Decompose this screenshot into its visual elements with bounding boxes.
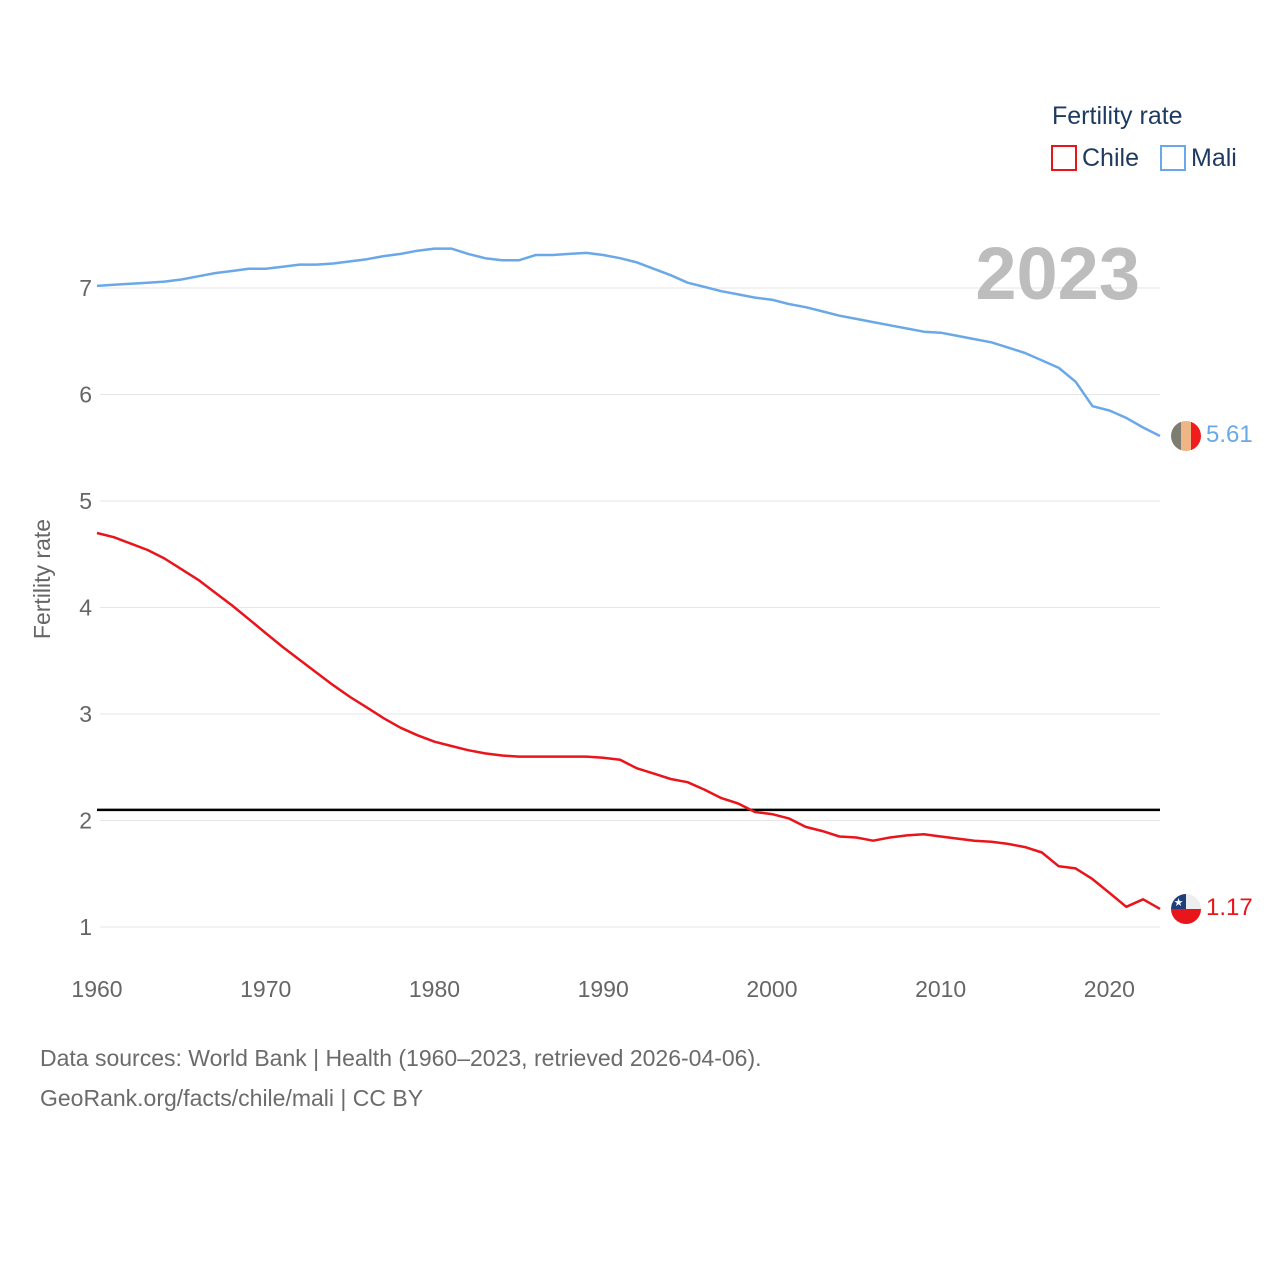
legend-label-chile: Chile <box>1082 144 1139 172</box>
y-tick-label: 5 <box>79 488 92 514</box>
y-tick-label: 4 <box>79 595 92 621</box>
end-value-label-mali: 5.61 <box>1206 421 1253 448</box>
y-tick-label: 1 <box>79 914 92 940</box>
x-tick-label: 1960 <box>71 976 122 1002</box>
gridlines <box>100 287 1160 928</box>
legend-swatch-mali <box>1160 145 1186 171</box>
y-tick-label: 7 <box>79 275 92 301</box>
y-axis-title: Fertility rate <box>29 519 55 639</box>
x-tick-label: 2010 <box>915 976 966 1002</box>
x-tick-label: 2000 <box>746 976 797 1002</box>
chile-flag-icon: ★ <box>1171 894 1201 924</box>
legend-title: Fertility rate <box>1052 102 1183 130</box>
series-line-mali[interactable] <box>96 247 1161 438</box>
x-tick-label: 1980 <box>409 976 460 1002</box>
x-axis-ticks: 1960 1970 1980 1990 2000 2010 2020 <box>71 976 1135 1002</box>
data-source-text: Data sources: World Bank | Health (1960–… <box>40 1045 762 1071</box>
y-tick-label: 3 <box>79 701 92 727</box>
legend-swatch-chile <box>1051 145 1077 171</box>
x-tick-label: 2020 <box>1084 976 1135 1002</box>
mali-flag-icon <box>1171 421 1201 451</box>
legend-label-mali: Mali <box>1191 144 1237 172</box>
end-value-label-chile: 1.17 <box>1206 894 1253 921</box>
y-tick-label: 6 <box>79 382 92 408</box>
y-tick-label: 2 <box>79 808 92 834</box>
legend-item-mali[interactable]: Mali <box>1160 144 1237 172</box>
current-year-label: 2023 <box>975 232 1140 315</box>
svg-text:★: ★ <box>1174 896 1184 909</box>
x-tick-label: 1970 <box>240 976 291 1002</box>
y-axis-ticks: 1 2 3 4 5 6 7 <box>79 275 92 940</box>
legend-item-chile[interactable]: Chile <box>1051 144 1139 172</box>
series-line-chile[interactable] <box>96 531 1161 910</box>
x-tick-label: 1990 <box>578 976 629 1002</box>
legend: Fertility rate Chile Mali <box>1051 102 1237 172</box>
credit-text[interactable]: GeoRank.org/facts/chile/mali | CC BY <box>40 1085 424 1111</box>
